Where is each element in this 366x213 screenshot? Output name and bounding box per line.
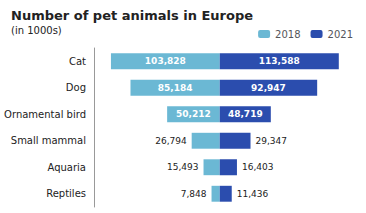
svg-text:Reptiles: Reptiles [46,188,86,199]
svg-text:2018: 2018 [275,29,300,40]
svg-text:7,848: 7,848 [181,189,207,199]
svg-text:11,436: 11,436 [237,189,269,199]
svg-text:29,347: 29,347 [256,136,287,146]
svg-text:Ornamental bird: Ornamental bird [4,109,86,120]
svg-text:(in 1000s): (in 1000s) [11,25,62,36]
svg-text:85,184: 85,184 [158,83,193,93]
svg-text:16,403: 16,403 [242,162,274,172]
svg-text:113,588: 113,588 [259,56,300,66]
svg-text:Number of pet animals in Europ: Number of pet animals in Europe [11,8,253,23]
svg-text:Small mammal: Small mammal [11,135,86,146]
svg-text:2021: 2021 [328,29,353,40]
svg-text:50,212: 50,212 [176,109,211,119]
svg-text:15,493: 15,493 [167,162,199,172]
svg-text:92,947: 92,947 [251,83,286,93]
svg-text:Dog: Dog [66,82,86,93]
svg-text:Cat: Cat [69,56,86,67]
svg-text:26,794: 26,794 [155,136,187,146]
svg-text:48,719: 48,719 [228,109,263,119]
svg-text:Aquaria: Aquaria [48,162,87,173]
svg-text:103,828: 103,828 [145,56,186,66]
